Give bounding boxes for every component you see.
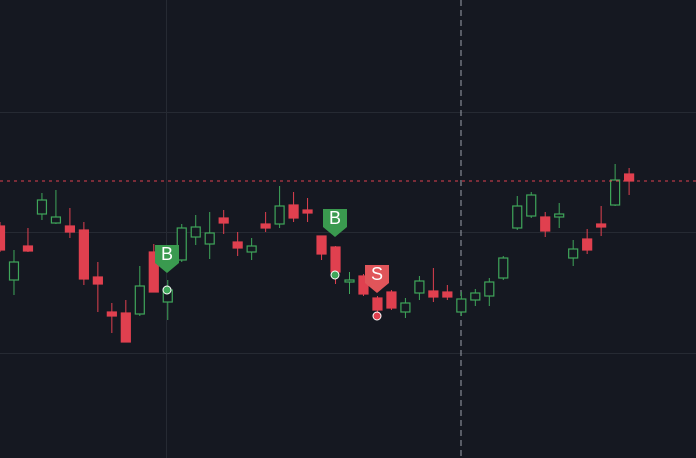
candle-body [120, 312, 131, 343]
candle-body [610, 179, 621, 206]
candle-body [302, 209, 313, 214]
candle-body [106, 311, 117, 317]
signal-badge [155, 245, 179, 273]
signal-badge [365, 265, 389, 293]
signal-dot [330, 270, 340, 280]
candle-body [470, 292, 481, 301]
candle-body [8, 261, 20, 281]
candle-body [218, 217, 229, 224]
candle-body [316, 235, 327, 255]
signal-dot [372, 311, 382, 321]
candles [0, 164, 696, 343]
candle-body [78, 229, 89, 280]
candle-body [274, 205, 285, 225]
candle-body [134, 285, 145, 315]
candle-body [568, 248, 579, 259]
candle-body [372, 297, 383, 311]
signal-label: B [329, 208, 341, 228]
candle-body [148, 251, 159, 293]
candle-body [512, 205, 523, 229]
signal-label: B [161, 244, 173, 264]
candle-body [623, 173, 635, 182]
candle-body [386, 291, 397, 309]
candle-body [260, 223, 271, 229]
candle-body [246, 245, 257, 253]
candle-body [330, 246, 341, 273]
candle-body [540, 216, 551, 232]
candle-body [554, 213, 565, 218]
candle-body [288, 204, 299, 219]
candle-body [582, 238, 593, 251]
candle-body [0, 225, 6, 251]
signal-buy: B [155, 244, 179, 295]
signal-sell: S [365, 264, 389, 321]
candle-body [190, 226, 201, 238]
candle-body [498, 257, 509, 279]
candle-body [204, 232, 215, 245]
candle-body [414, 280, 425, 294]
candle-body [176, 227, 187, 261]
candle-body [442, 291, 453, 298]
candle-body [428, 290, 439, 298]
signal-dot [162, 285, 172, 295]
candle-body [400, 302, 411, 313]
candle-body [64, 225, 76, 233]
candle-body [232, 241, 243, 249]
candle-body [526, 194, 537, 217]
candle-body [22, 245, 34, 252]
signal-buy: B [323, 208, 347, 280]
candle-body [484, 281, 495, 297]
candle-body [344, 279, 355, 283]
candle-body [596, 223, 607, 228]
candle-body [92, 276, 103, 285]
candle-body [36, 199, 48, 215]
signal-label: S [371, 264, 383, 284]
candle-body [456, 298, 467, 313]
candle-body [50, 216, 62, 224]
signal-badge [323, 209, 347, 237]
